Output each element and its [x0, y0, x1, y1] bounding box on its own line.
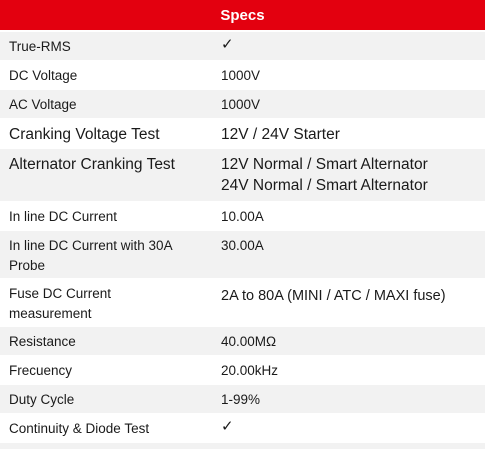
spec-value-line-1: 12V Normal / Smart Alternator	[221, 156, 428, 173]
spec-value: 12V Normal / Smart Alternator 24V Normal…	[221, 149, 481, 201]
spec-row-dc-voltage: DC Voltage 1000V	[0, 61, 485, 90]
spec-value-text: ✓	[221, 36, 234, 53]
spec-value-text: 40.00MΩ	[221, 334, 277, 349]
spec-value-line-2: 24V Normal / Smart Alternator	[221, 177, 428, 194]
spec-label: Duty Cycle	[9, 385, 209, 413]
spec-label-line-1: In line DC Current with 30A	[9, 238, 173, 253]
spec-value-text: 20.00kHz	[221, 363, 279, 378]
spec-value-text: 1000V	[221, 97, 261, 112]
spec-value-text: 10.00A	[221, 209, 264, 224]
spec-value: 1-99%	[221, 385, 481, 413]
spec-value: 40.00MΩ	[221, 327, 481, 355]
table-bottom-stripe	[0, 443, 485, 449]
spec-label: AC Voltage	[9, 90, 209, 118]
check-icon: ✓	[221, 414, 481, 442]
spec-label-text: Alternator Cranking Test	[9, 156, 175, 173]
spec-row-duty-cycle: Duty Cycle 1-99%	[0, 385, 485, 414]
spec-value: 1000V	[221, 90, 481, 118]
spec-value-text: 2A to 80A (MINI / ATC / MAXI fuse)	[221, 288, 446, 304]
spec-label-text: DC Voltage	[9, 68, 78, 83]
spec-value: 20.00kHz	[221, 356, 481, 384]
spec-label: In line DC Current	[9, 202, 209, 230]
spec-row-resistance: Resistance 40.00MΩ	[0, 327, 485, 356]
spec-label-text: Frecuency	[9, 363, 73, 378]
spec-value-text: 30.00A	[221, 238, 264, 253]
spec-row-inline-dc-probe: In line DC Current with 30A Probe 30.00A	[0, 231, 485, 279]
specs-header: Specs	[0, 0, 485, 32]
spec-label-line-2: Probe	[9, 258, 46, 273]
spec-value: 30.00A	[221, 231, 481, 278]
spec-label: Resistance	[9, 327, 209, 355]
spec-row-frequency: Frecuency 20.00kHz	[0, 356, 485, 385]
spec-value-text: ✓	[221, 418, 234, 435]
spec-label-line-1: Fuse DC Current	[9, 286, 112, 301]
spec-label: True-RMS	[9, 32, 209, 60]
spec-value-text: 1000V	[221, 68, 261, 83]
spec-label-line-2: measurement	[9, 306, 92, 321]
spec-value: 2A to 80A (MINI / ATC / MAXI fuse)	[221, 279, 481, 326]
spec-row-alternator: Alternator Cranking Test 12V Normal / Sm…	[0, 149, 485, 202]
spec-label-text: Continuity & Diode Test	[9, 421, 150, 436]
spec-value: 10.00A	[221, 202, 481, 230]
spec-row-true-rms: True-RMS ✓	[0, 32, 485, 61]
spec-value-text: 12V / 24V Starter	[221, 126, 340, 143]
check-icon: ✓	[221, 32, 481, 60]
spec-label: Frecuency	[9, 356, 209, 384]
spec-label: In line DC Current with 30A Probe	[9, 231, 209, 278]
spec-label: Fuse DC Current measurement	[9, 279, 209, 326]
spec-label-text: Cranking Voltage Test	[9, 126, 160, 143]
spec-label-text: True-RMS	[9, 39, 71, 54]
spec-label-text: Resistance	[9, 334, 76, 349]
spec-row-ac-voltage: AC Voltage 1000V	[0, 90, 485, 119]
spec-label: Cranking Voltage Test	[9, 119, 209, 148]
spec-label: DC Voltage	[9, 61, 209, 89]
spec-label-text: AC Voltage	[9, 97, 77, 112]
spec-value: 1000V	[221, 61, 481, 89]
spec-row-inline-dc: In line DC Current 10.00A	[0, 202, 485, 231]
spec-label: Continuity & Diode Test	[9, 414, 209, 442]
spec-row-fuse-dc: Fuse DC Current measurement 2A to 80A (M…	[0, 279, 485, 327]
spec-value-text: 1-99%	[221, 392, 261, 407]
spec-label: Alternator Cranking Test	[9, 149, 209, 201]
spec-row-continuity: Continuity & Diode Test ✓	[0, 414, 485, 443]
spec-label-text: Duty Cycle	[9, 392, 75, 407]
spec-label-text: In line DC Current	[9, 209, 118, 224]
spec-value: 12V / 24V Starter	[221, 119, 481, 148]
specs-title: Specs	[220, 6, 265, 24]
spec-row-cranking-voltage: Cranking Voltage Test 12V / 24V Starter	[0, 119, 485, 149]
